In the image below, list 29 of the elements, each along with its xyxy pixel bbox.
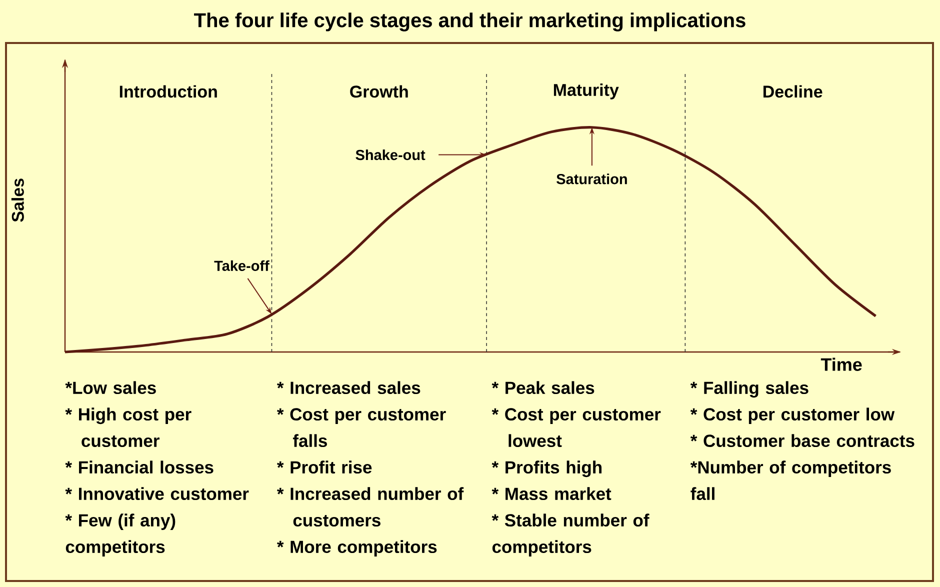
text: * Mass market xyxy=(492,487,612,500)
text: Growth xyxy=(350,85,408,98)
text: * Innovative customer xyxy=(65,487,249,500)
annotation: Saturation xyxy=(556,174,627,184)
text: * High cost per customer xyxy=(65,408,192,448)
text: * Falling sales xyxy=(690,381,808,398)
text: *Number of competitors fall xyxy=(690,460,891,500)
text: * Customer base contracts xyxy=(690,434,914,448)
y-axis-title: Sales xyxy=(11,178,24,222)
text: * Profits high xyxy=(492,460,602,478)
text: * Financial losses xyxy=(65,460,214,474)
annotation: Take-off xyxy=(214,260,270,271)
text: * More competitors xyxy=(276,540,437,556)
text: * Increased number of customers xyxy=(276,487,464,527)
text: * Few (if any) competitors xyxy=(65,514,176,556)
text: * Stable number of competitors xyxy=(492,514,650,556)
annotation: Shake-out xyxy=(356,149,426,160)
text: * Cost per customer low xyxy=(690,408,895,424)
text: * Cost per customer falls xyxy=(276,408,446,448)
text: Introduction xyxy=(120,85,217,98)
text: Maturity xyxy=(554,84,619,100)
text: * Peak sales xyxy=(492,381,594,394)
text: * Cost per customer lowest xyxy=(492,408,661,448)
text: *Low sales xyxy=(65,381,156,394)
text: * Increased sales xyxy=(276,381,420,394)
x-axis-title: Time xyxy=(820,358,862,371)
text: * Profit rise xyxy=(276,460,372,474)
chart-title: The four life cycle stages and their marketing implications xyxy=(194,12,746,32)
text: Decline xyxy=(764,85,822,98)
